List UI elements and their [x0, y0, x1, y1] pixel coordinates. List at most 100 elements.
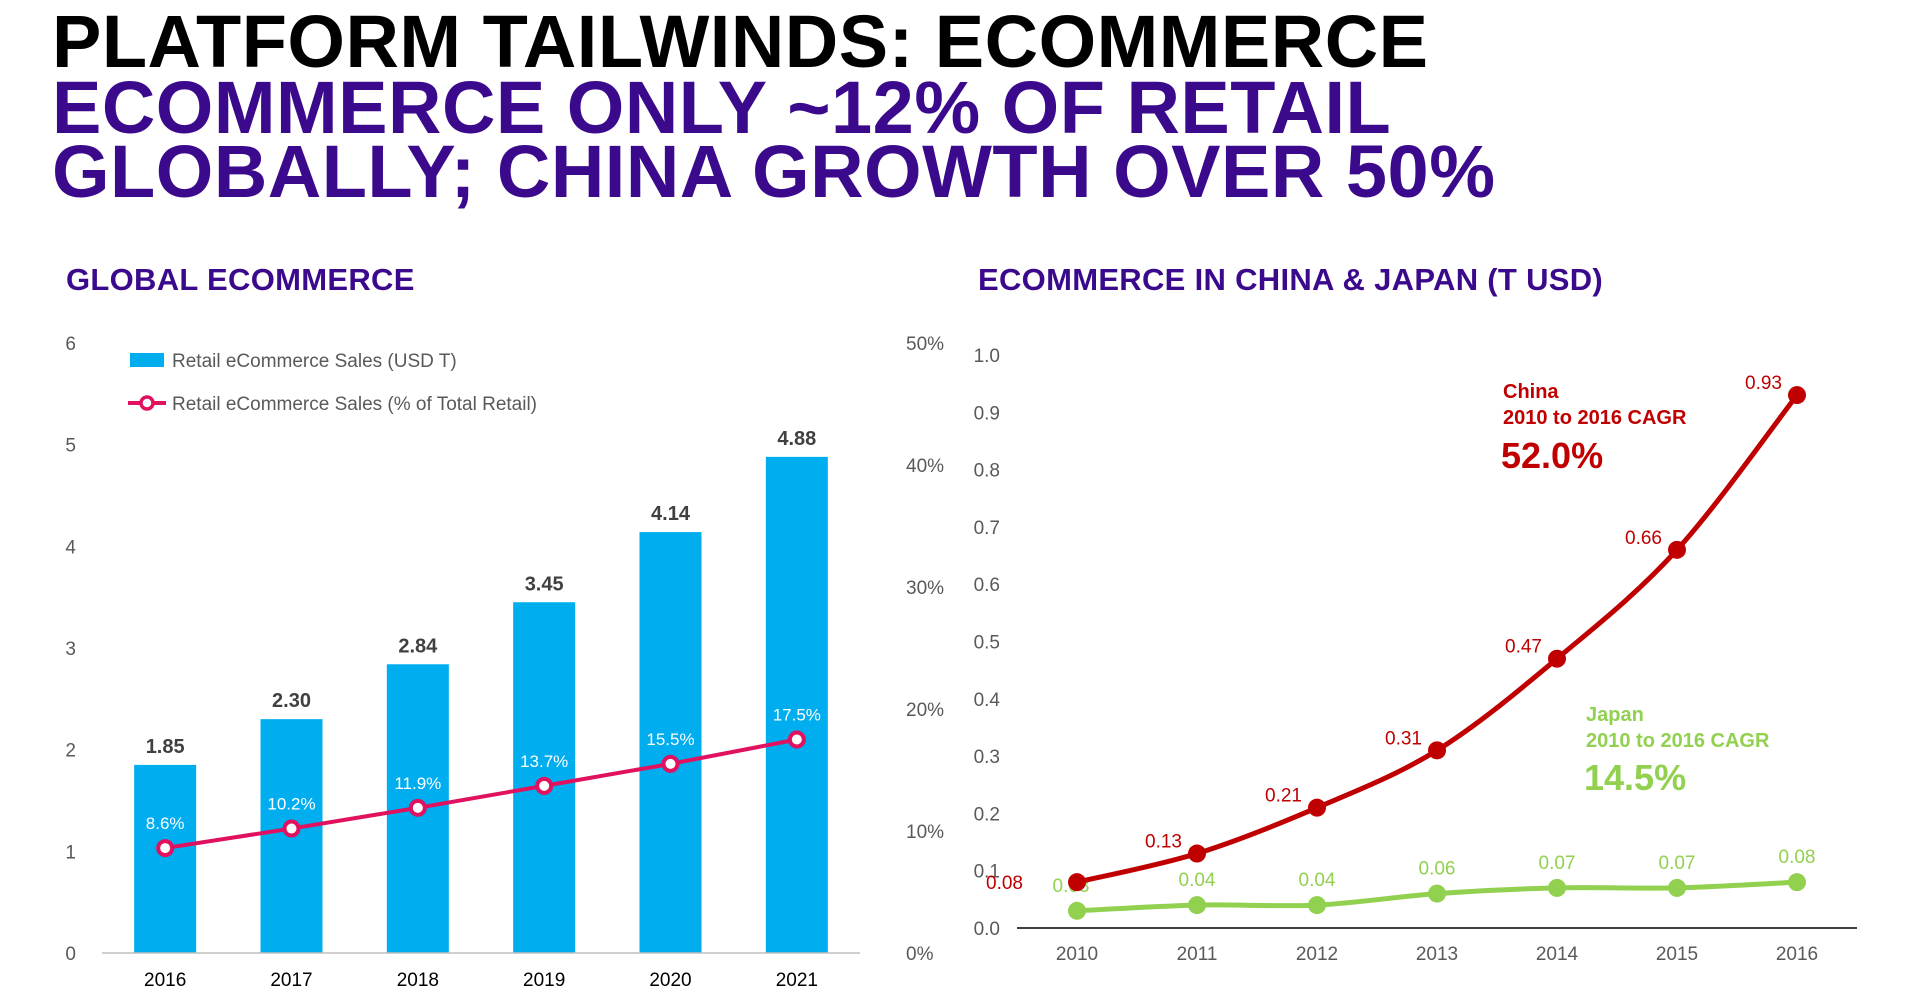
- japan-value-label: 0.07: [1539, 853, 1576, 874]
- slide-title: PLATFORM TAILWINDS: ECOMMERCE: [52, 0, 1429, 83]
- legend-label-line: Retail eCommerce Sales (% of Total Retai…: [172, 394, 537, 415]
- y-tick-label: 0.4: [974, 690, 1001, 711]
- japan-value-label: 0.06: [1419, 859, 1456, 880]
- china-annotation-name: China: [1503, 381, 1559, 403]
- japan-point: [1548, 878, 1566, 897]
- bar-value-label: 2.30: [272, 690, 311, 712]
- japan-value-label: 0.04: [1299, 870, 1336, 891]
- x-tick-label: 2013: [1416, 944, 1458, 965]
- china-point: [1668, 540, 1686, 559]
- pct-point: [535, 776, 554, 795]
- bar-value-label: 4.14: [651, 503, 691, 525]
- legend-swatch-bar: [130, 353, 164, 367]
- china-japan-chart-title: ECOMMERCE IN CHINA & JAPAN (T USD): [978, 262, 1604, 297]
- bar-value-label: 1.85: [146, 736, 185, 758]
- legend-swatch-marker: [139, 395, 155, 411]
- y-tick-label: 2: [65, 741, 76, 762]
- x-tick-label: 2011: [1177, 944, 1218, 965]
- global-ecommerce-chart-title: GLOBAL ECOMMERCE: [66, 262, 415, 297]
- legend-label-bar: Retail eCommerce Sales (USD T): [172, 351, 457, 372]
- y-tick-label: 0: [65, 944, 76, 965]
- japan-point: [1188, 896, 1206, 915]
- x-tick-label: 2021: [776, 970, 818, 991]
- y-tick-label: 0.8: [974, 461, 1000, 482]
- china-point: [1548, 649, 1566, 668]
- y2-tick-label: 0%: [906, 944, 934, 965]
- pct-value-label: 17.5%: [773, 706, 821, 725]
- china-point: [1428, 741, 1446, 760]
- china-series-line: [1076, 393, 1799, 885]
- x-tick-label: 2018: [397, 970, 439, 991]
- pct-value-label: 8.6%: [146, 814, 185, 833]
- bar-value-label: 2.84: [398, 635, 438, 657]
- japan-cagr-value: 14.5%: [1584, 757, 1686, 798]
- china-value-label: 0.66: [1625, 528, 1662, 549]
- china-point: [1188, 844, 1206, 863]
- y-tick-label: 3: [65, 639, 76, 660]
- china-annotation-caption: 2010 to 2016 CAGR: [1503, 407, 1687, 429]
- x-tick-label: 2016: [144, 970, 186, 991]
- bar-value-label: 3.45: [525, 573, 564, 595]
- japan-annotation-caption: 2010 to 2016 CAGR: [1586, 730, 1770, 752]
- y-tick-label: 6: [65, 334, 76, 355]
- y2-tick-label: 10%: [906, 822, 944, 843]
- japan-annotation-name: Japan: [1586, 704, 1644, 726]
- china-point: [1788, 386, 1806, 405]
- china-point: [1068, 873, 1086, 892]
- japan-point: [1068, 901, 1086, 920]
- x-tick-label: 2014: [1536, 944, 1579, 965]
- x-tick-label: 2016: [1776, 944, 1818, 965]
- y-tick-label: 1: [65, 842, 76, 863]
- x-tick-label: 2010: [1056, 944, 1098, 965]
- y-tick-label: 0.5: [974, 633, 1000, 654]
- y-tick-label: 0.3: [974, 747, 1000, 768]
- pct-point: [661, 754, 680, 773]
- japan-point: [1308, 896, 1326, 915]
- x-tick-label: 2015: [1656, 944, 1698, 965]
- china-cagr-value: 52.0%: [1501, 435, 1603, 476]
- bar: [134, 764, 197, 953]
- japan-point: [1428, 884, 1446, 903]
- y-tick-label: 0.2: [974, 804, 1000, 825]
- slide-subtitle-line-1: ECOMMERCE ONLY ~12% OF RETAIL: [52, 66, 1392, 149]
- bar: [765, 456, 828, 953]
- y2-tick-label: 50%: [906, 334, 944, 355]
- pct-point: [787, 730, 806, 749]
- china-value-label: 0.47: [1505, 637, 1542, 658]
- slide-subtitle-line-2: GLOBALLY; CHINA GROWTH OVER 50%: [52, 130, 1496, 213]
- pct-value-label: 15.5%: [646, 730, 694, 749]
- y-tick-label: 0.9: [974, 403, 1000, 424]
- china-point: [1308, 798, 1326, 817]
- china-value-label: 0.21: [1265, 786, 1302, 807]
- japan-point: [1668, 878, 1686, 897]
- y2-tick-label: 20%: [906, 700, 944, 721]
- pct-value-label: 10.2%: [267, 795, 315, 814]
- pct-value-label: 11.9%: [394, 774, 441, 793]
- pct-series-line: [164, 737, 798, 851]
- y2-tick-label: 40%: [906, 456, 944, 477]
- japan-point: [1788, 873, 1806, 892]
- y2-tick-label: 30%: [906, 578, 944, 599]
- china-value-label: 0.31: [1385, 728, 1422, 749]
- japan-value-label: 0.04: [1179, 870, 1216, 891]
- y-tick-label: 0.1: [974, 862, 1000, 883]
- japan-value-label: 0.08: [1779, 847, 1816, 868]
- y-tick-label: 0.7: [974, 518, 1000, 539]
- china-value-label: 0.08: [986, 873, 1023, 894]
- pct-value-label: 13.7%: [520, 752, 568, 771]
- pct-point: [156, 839, 175, 858]
- y-tick-label: 0.0: [974, 919, 1000, 940]
- japan-value-label: 0.07: [1659, 853, 1696, 874]
- pct-point: [408, 798, 427, 817]
- x-tick-label: 2012: [1296, 944, 1338, 965]
- y-tick-label: 4: [65, 537, 76, 558]
- bar-value-label: 4.88: [777, 428, 816, 450]
- pct-point: [282, 819, 301, 838]
- x-tick-label: 2017: [270, 970, 312, 991]
- x-tick-label: 2019: [523, 970, 565, 991]
- x-tick-label: 2020: [649, 970, 691, 991]
- china-value-label: 0.93: [1745, 373, 1782, 394]
- y-tick-label: 0.6: [974, 575, 1000, 596]
